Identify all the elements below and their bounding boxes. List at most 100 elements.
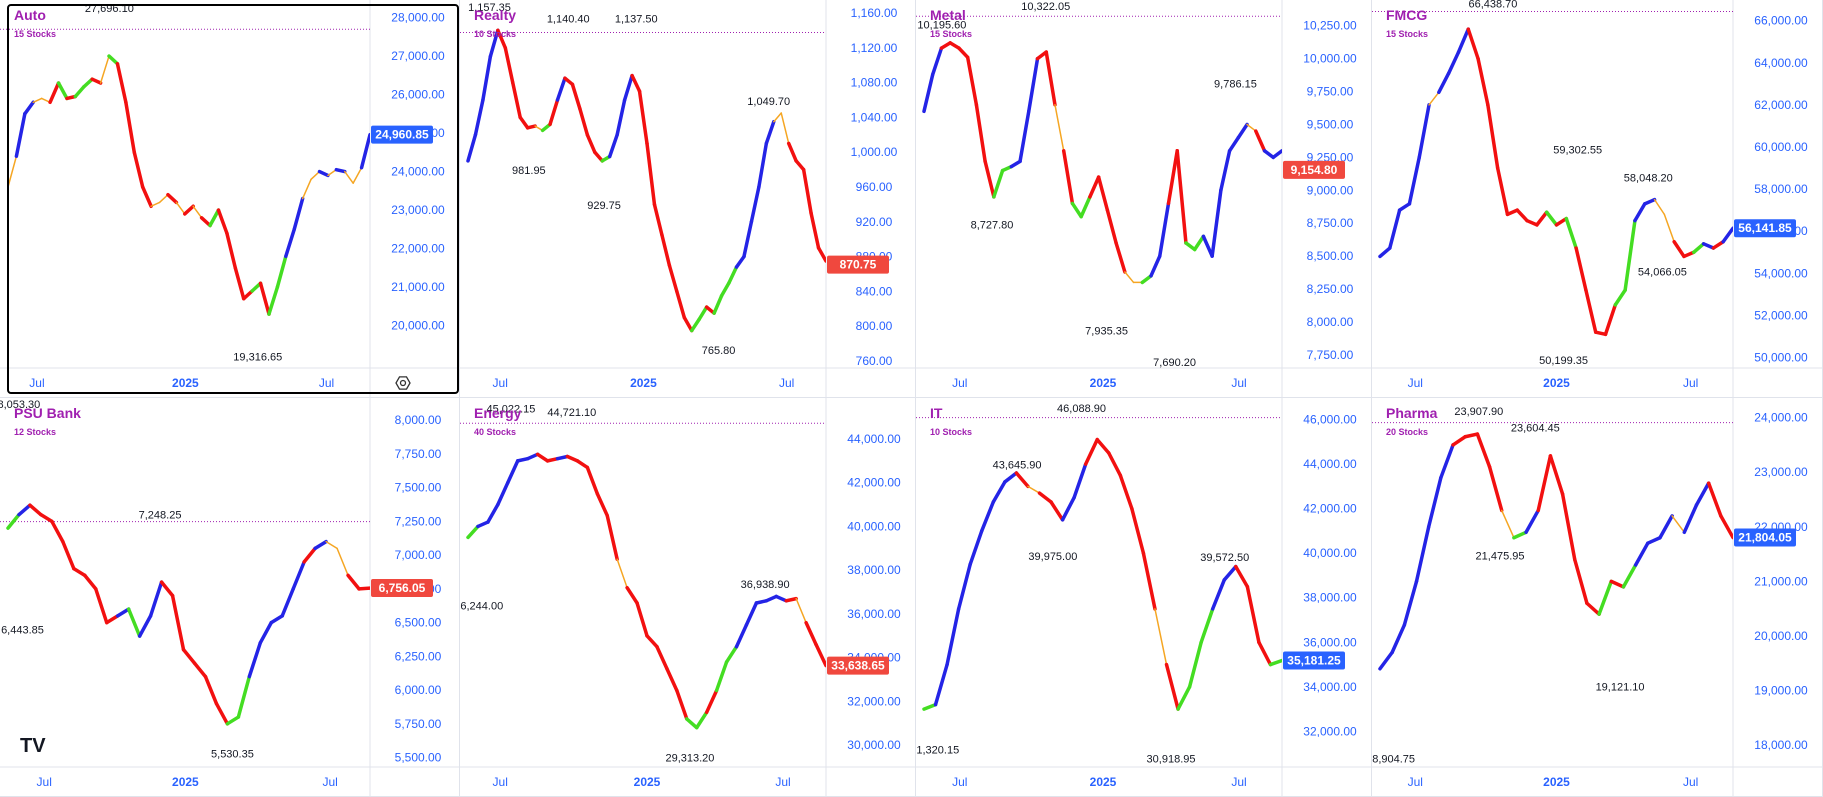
line-segment	[115, 62, 128, 105]
line-segment	[757, 141, 769, 189]
panel-realty[interactable]: 1,157.35 1,140.40 1,137.50 981.95 929.75 1,04…	[460, 0, 916, 398]
line-segment	[645, 634, 659, 649]
price-label[interactable]: 21,804.05	[1738, 531, 1792, 545]
y-tick-label: 8,750.00	[1307, 216, 1354, 230]
price-label-bg	[1734, 219, 1796, 238]
line-segment	[73, 85, 86, 99]
line-segment	[1417, 103, 1431, 160]
line-segment	[39, 512, 54, 524]
line-segment	[1154, 608, 1168, 666]
line-segment	[181, 647, 197, 665]
y-tick-label: 22,000.00	[391, 242, 445, 256]
line-segment	[291, 560, 306, 591]
line-segment	[764, 119, 776, 146]
line-segment	[1451, 435, 1467, 447]
y-tick-label: 8,250.00	[1307, 282, 1354, 296]
stock-count-label: 15 Stocks	[1386, 29, 1428, 39]
y-tick-label: 62,000.00	[1754, 98, 1808, 112]
line-segment	[1140, 274, 1153, 285]
line-segment	[1118, 473, 1134, 511]
line-segment	[1070, 201, 1083, 219]
line-segment	[974, 102, 987, 164]
stock-count-label: 15 Stocks	[14, 29, 56, 39]
panel-psu-bank[interactable]: 8,053.30 7,248.25 6,443.85 5,530.35 PSU Bank…	[0, 398, 460, 797]
panel-pharma[interactable]: 23,907.90 23,604.45 21,475.95 19,121.10 18,9…	[1366, 398, 1823, 797]
y-tick-label: 23,000.00	[391, 203, 445, 217]
x-tick-label: 2025	[172, 376, 199, 390]
line-segment	[1505, 208, 1520, 217]
line-segment	[1524, 508, 1540, 535]
line-segment	[241, 289, 254, 301]
line-segment	[1184, 241, 1197, 252]
plot-area: 23,907.90 23,604.45 21,475.95 19,121.10 18,9…	[1372, 406, 1733, 766]
y-tick-label: 36,000.00	[1303, 635, 1357, 649]
line-segment	[488, 28, 500, 59]
price-label[interactable]: 6,756.05	[379, 581, 426, 595]
line-segment	[175, 201, 186, 215]
line-segment	[107, 54, 120, 66]
y-tick-label: 7,750.00	[395, 447, 442, 461]
line-segment	[525, 124, 537, 130]
line-segment	[1061, 149, 1075, 206]
line-segment	[302, 546, 317, 564]
line-segment	[1187, 640, 1203, 689]
line-segment	[486, 502, 500, 524]
line-segment	[675, 688, 689, 721]
price-label[interactable]: 33,638.65	[831, 659, 885, 673]
line-segment	[1072, 462, 1088, 500]
panel-fmcg[interactable]: 66,438.70 59,302.55 58,048.20 54,066.05 50,1…	[1372, 0, 1823, 398]
value-annotation: 5,530.35	[211, 749, 254, 761]
value-annotation: 39,975.00	[1028, 551, 1077, 563]
gear-icon[interactable]	[395, 376, 411, 390]
x-tick-label: 2025	[1090, 376, 1117, 390]
line-segment	[247, 641, 263, 679]
line-segment	[816, 246, 826, 263]
line-segment	[1149, 254, 1162, 278]
line-segment	[1201, 234, 1214, 258]
y-tick-label: 58,000.00	[1754, 182, 1808, 196]
line-segment	[1027, 485, 1041, 494]
panel-it[interactable]: 43,645.90 46,088.90 39,975.00 39,572.50 30,9…	[910, 398, 1372, 797]
panel-energy[interactable]: 45,022.15 44,721.10 36,244.00 36,938.90 29,3…	[454, 398, 916, 797]
line-segment	[1096, 175, 1110, 212]
y-tick-label: 960.00	[856, 180, 893, 194]
line-segment	[992, 168, 1005, 199]
panel-title: Realty	[474, 7, 516, 23]
panel-metal[interactable]: 10,195.60 10,322.05 8,727.80 9,786.15 7,935.…	[916, 0, 1372, 398]
line-segment	[578, 106, 590, 137]
plot-area: 66,438.70 59,302.55 58,048.20 54,066.05 50,1…	[1372, 0, 1733, 367]
line-segment	[1573, 557, 1589, 605]
line-segment	[1658, 514, 1674, 540]
price-label[interactable]: 870.75	[840, 258, 877, 272]
stock-count-label: 10 Stocks	[930, 427, 972, 437]
line-segment	[1621, 563, 1638, 589]
panel-title: Energy	[474, 405, 522, 421]
line-segment	[1049, 500, 1065, 522]
line-segment	[99, 55, 110, 84]
y-tick-label: 840.00	[856, 284, 893, 298]
price-label-bg	[371, 579, 433, 598]
price-label[interactable]: 35,181.25	[1287, 654, 1341, 668]
line-segment	[158, 193, 169, 204]
price-label[interactable]: 9,154.80	[1291, 163, 1338, 177]
line-segment	[1407, 155, 1421, 206]
line-segment	[225, 231, 238, 270]
line-segment	[660, 233, 672, 268]
price-label[interactable]: 56,141.85	[1738, 221, 1792, 235]
y-tick-label: 44,000.00	[847, 432, 901, 446]
panel-title: IT	[930, 405, 943, 421]
line-segment	[1439, 443, 1455, 480]
line-segment	[535, 452, 550, 463]
x-tick-label: 2025	[1543, 775, 1570, 789]
line-segment	[7, 155, 18, 188]
price-label[interactable]: 24,960.85	[375, 128, 429, 142]
y-tick-label: 10,250.00	[1303, 19, 1357, 33]
line-segment	[32, 97, 43, 104]
line-segment	[1428, 91, 1440, 106]
x-tick-label: Jul	[952, 376, 967, 390]
line-segment	[192, 661, 208, 679]
stock-count-label: 15 Stocks	[930, 29, 972, 39]
y-tick-label: 40,000.00	[1303, 546, 1357, 560]
